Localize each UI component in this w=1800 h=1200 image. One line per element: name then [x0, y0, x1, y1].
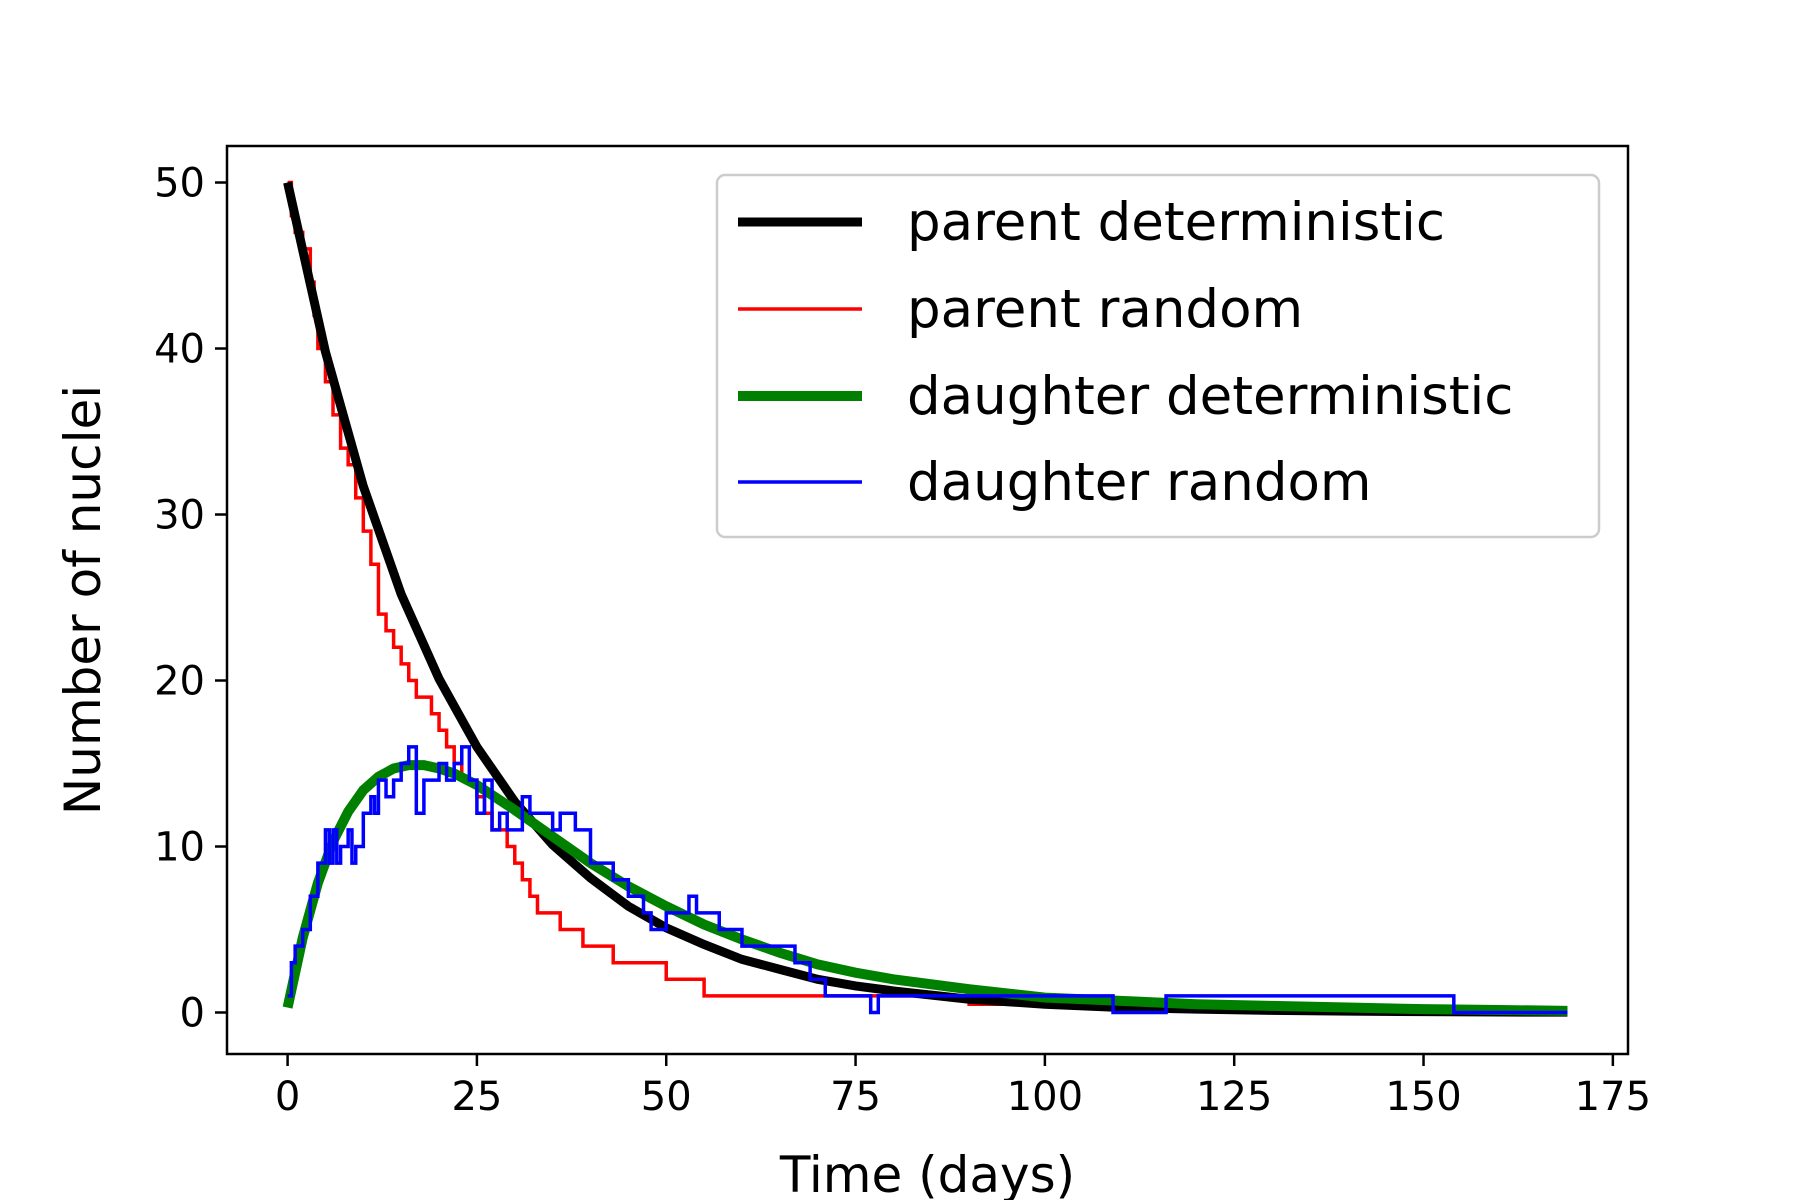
series-line-daughter-random	[287, 745, 1568, 1015]
y-axis: 0 10 20 30 40 50	[154, 161, 227, 1037]
y-axis-label: Number of nuclei	[54, 385, 112, 815]
x-tick-label-0: 0	[275, 1074, 300, 1120]
legend-label-daughter-random: daughter random	[907, 452, 1372, 513]
plot-area-frame	[225, 144, 1630, 1056]
y-tick-label-10: 10	[154, 825, 205, 871]
legend-label-daughter-deterministic: daughter deterministic	[907, 366, 1513, 427]
x-tick-label-100: 100	[1007, 1074, 1083, 1120]
y-tick-label-20: 20	[154, 659, 205, 705]
x-axis-label: Time (days)	[779, 1146, 1075, 1200]
y-tick-label-0: 0	[180, 991, 205, 1037]
x-tick-label-75: 75	[830, 1074, 881, 1120]
x-tick-label-50: 50	[641, 1074, 692, 1120]
legend-box	[715, 173, 1601, 539]
legend-label-parent-random: parent random	[907, 279, 1303, 340]
x-axis: 0 25 50 75 100 125 150 175	[275, 1054, 1651, 1120]
x-tick-label-125: 125	[1196, 1074, 1272, 1120]
legend: parent deterministic parent random daugh…	[715, 173, 1601, 539]
x-tick-label-150: 150	[1385, 1074, 1461, 1120]
y-tick-label-50: 50	[154, 161, 205, 207]
x-tick-label-175: 175	[1575, 1074, 1651, 1120]
series-line-daughter-deterministic	[282, 760, 1568, 1016]
legend-label-parent-deterministic: parent deterministic	[907, 192, 1445, 253]
y-tick-label-40: 40	[154, 327, 205, 373]
series-layer	[282, 180, 1568, 1017]
x-tick-label-25: 25	[451, 1074, 502, 1120]
y-tick-label-30: 30	[154, 493, 205, 539]
